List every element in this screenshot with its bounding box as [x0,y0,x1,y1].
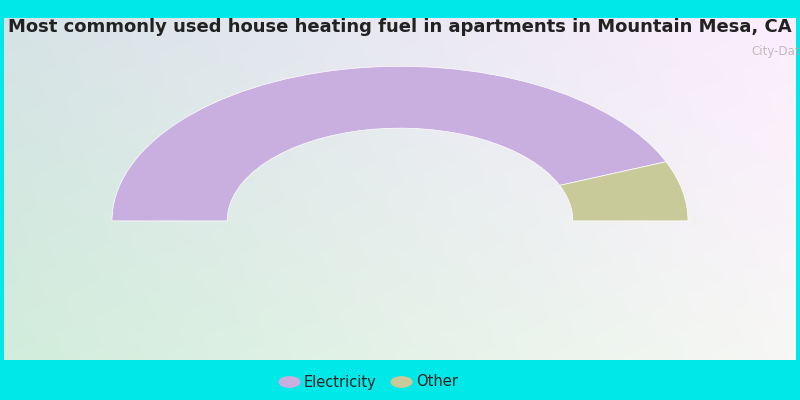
Wedge shape [560,162,688,221]
Text: Other: Other [416,374,458,390]
Wedge shape [112,66,666,221]
Text: Electricity: Electricity [304,374,377,390]
Text: City-Data.com: City-Data.com [751,45,800,58]
Text: Most commonly used house heating fuel in apartments in Mountain Mesa, CA: Most commonly used house heating fuel in… [8,18,792,36]
